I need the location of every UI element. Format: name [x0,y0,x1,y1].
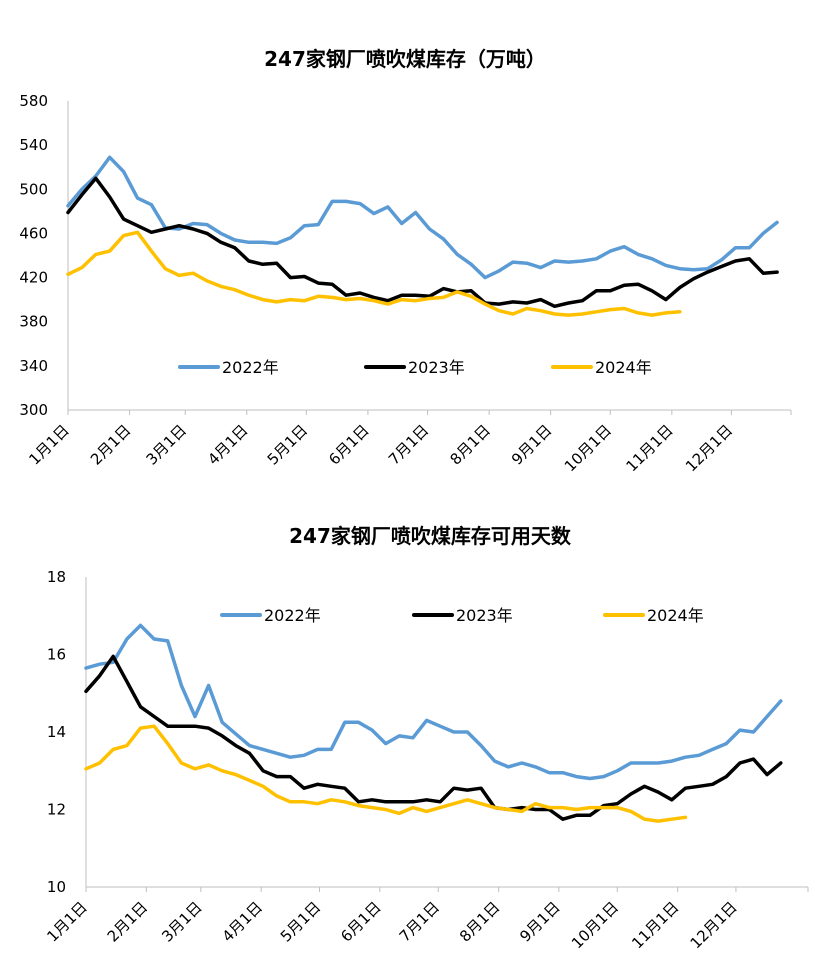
chart2-x-tick-label: 10月1日 [568,898,622,952]
chart2-x-tick-label: 2月1日 [104,898,151,945]
chart2-y-tick-label: 18 [47,568,66,586]
chart1-y-tick-label: 460 [19,224,48,242]
chart2-series-2022年-line [84,623,783,781]
chart1-y-tick-label: 540 [19,136,48,154]
chart1-y-tick-label: 380 [19,313,48,331]
chart1-legend-label-2024年: 2024年 [595,358,652,377]
chart2-x-tick-label: 11月1日 [628,898,682,952]
chart1-x-tick-label: 1月1日 [25,421,72,468]
chart2-x-tick-label: 8月1日 [456,898,503,945]
chart2-x-tick-label: 12月1日 [687,898,741,952]
chart1-x-tick-label: 6月1日 [325,421,372,468]
chart1-x-tick-label: 11月1日 [622,421,676,475]
chart1-x-tick-label: 7月1日 [385,421,432,468]
chart2-y-tick-label: 10 [47,878,66,896]
chart1-y-tick-label: 580 [19,92,48,110]
chart2-legend-label-2023年: 2023年 [456,606,513,625]
chart2-x-tick-label: 1月1日 [43,898,90,945]
chart2-series-2024年-line [84,724,688,823]
chart1-legend-label-2022年: 2022年 [222,358,279,377]
chart1-x-tick-label: 3月1日 [143,421,190,468]
chart1-y-tick-label: 420 [19,269,48,287]
chart1-series-2024年-line [66,230,682,317]
chart1-y-tick-label: 300 [19,401,48,419]
chart2-y-tick-label: 12 [47,801,66,819]
chart1-x-tick-label: 4月1日 [204,421,251,468]
chart2-x-tick-label: 3月1日 [158,898,205,945]
chart2-x-tick-label: 6月1日 [337,898,384,945]
chart1-x-tick-label: 12月1日 [682,421,736,475]
chart2-x-tick-label: 5月1日 [277,898,324,945]
chart1-x-tick-label: 8月1日 [447,421,494,468]
chart1-legend-label-2023年: 2023年 [408,358,465,377]
chart2-x-tick-label: 4月1日 [219,898,266,945]
chart1-x-tick-label: 9月1日 [508,421,555,468]
chart1-x-tick-label: 2月1日 [87,421,134,468]
chart2-y-tick-label: 16 [47,646,66,664]
chart2-legend-label-2024年: 2024年 [647,606,704,625]
chart2-legend-label-2022年: 2022年 [264,606,321,625]
chart2-title: 247家钢厂喷吹煤库存可用天数 [289,524,572,548]
chart1-y-tick-label: 340 [19,357,48,375]
chart1-y-tick-label: 500 [19,180,48,198]
chart2-y-tick-label: 14 [47,723,66,741]
chart1-x-tick-label: 5月1日 [264,421,311,468]
chart2-series-2023年-line [84,654,783,821]
chart1-series-2023年-line [66,176,779,309]
chart1-title: 247家钢厂喷吹煤库存（万吨） [264,47,546,71]
chart2-x-tick-label: 7月1日 [396,898,443,945]
chart1-series-2022年-line [66,155,779,280]
chart2-x-tick-label: 9月1日 [516,898,563,945]
chart1-x-tick-label: 10月1日 [561,421,615,475]
